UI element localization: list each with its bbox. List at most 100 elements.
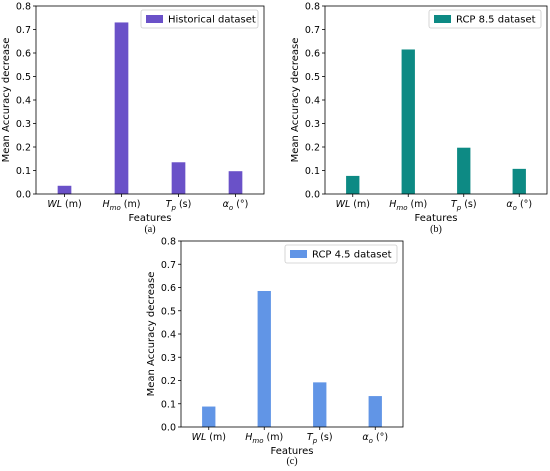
plot-frame <box>324 5 548 195</box>
x-tick-label-4-symbol: α <box>223 199 230 210</box>
y-tick-label-2: 0.1 <box>161 399 176 410</box>
y-axis-label: Mean Accuracy decrease <box>290 38 301 163</box>
x-tick-label-3-subscript: p <box>312 437 318 445</box>
x-tick-label-3-symbol: T <box>166 199 173 210</box>
chart-panel-3: WL (m) Hmo (m) Tp (s) αo (°) 0.0 0.1 0.2 0.3 0.4… <box>146 237 404 467</box>
legend: Historical dataset <box>140 9 259 29</box>
bar-1 <box>202 406 216 427</box>
x-tick-label-2-unit: (m) <box>264 432 284 443</box>
y-tick-label-9: 0.8 <box>161 237 176 248</box>
panel-caption: (b) <box>430 224 442 235</box>
x-tick-label-2-symbol: H <box>103 199 110 210</box>
bar-4 <box>512 168 526 194</box>
x-axis-label: Features <box>129 213 172 224</box>
bar-4 <box>368 396 382 427</box>
x-tick-label-4-unit: (°) <box>233 199 248 210</box>
y-tick-label-2: 0.1 <box>305 166 320 177</box>
chart-panel-2: WL (m) Hmo (m) Tp (s) αo (°)0.00.10.20.30.4… <box>290 2 548 235</box>
x-tick-label-3-symbol: T <box>451 199 458 210</box>
x-tick-label-3-symbol: T <box>307 432 314 443</box>
x-tick-label-2: Hmo (m) <box>245 432 283 445</box>
y-tick-label-1: 0.0 <box>161 423 176 434</box>
bar-3 <box>457 147 471 194</box>
y-tick-label-2: 0.1 <box>16 166 31 177</box>
legend: RCP 8.5 dataset <box>428 9 542 29</box>
y-tick-label-6: 0.5 <box>16 72 31 83</box>
x-tick-label-1: WL (m) <box>192 432 226 443</box>
x-tick-label-4-unit: (°) <box>373 432 388 443</box>
x-tick-label-4-unit: (°) <box>517 199 532 210</box>
bar-2 <box>257 290 271 427</box>
x-tick-label-4: αo (°) <box>362 432 388 445</box>
legend: RCP 4.5 dataset <box>284 244 398 264</box>
x-tick-label-1-symbol: WL <box>336 199 351 210</box>
y-tick-label-1: 0.0 <box>305 190 320 201</box>
bar-2 <box>401 49 415 194</box>
legend-box <box>284 244 398 264</box>
x-tick-label-3: Tp (s) <box>166 199 192 212</box>
y-tick-label-9: 0.8 <box>16 2 31 13</box>
plot-frame <box>35 5 265 195</box>
y-tick-label-5: 0.4 <box>16 96 31 107</box>
bar-3 <box>171 162 186 194</box>
x-tick-label-4: αo (°) <box>506 199 532 212</box>
bar-2 <box>114 22 129 195</box>
y-tick-label-8: 0.7 <box>161 260 176 271</box>
x-tick-label-2-subscript: mo <box>110 204 121 212</box>
y-tick-label-3: 0.2 <box>16 143 31 154</box>
x-tick-label-2-unit: (m) <box>121 199 141 210</box>
y-tick-label-7: 0.6 <box>305 49 320 60</box>
bar-1 <box>346 175 360 194</box>
x-tick-label-4-subscript: o <box>369 437 373 445</box>
x-tick-label-2-symbol: H <box>245 432 252 443</box>
x-tick-label-3-subscript: p <box>170 204 176 212</box>
legend-swatch <box>290 250 307 258</box>
x-tick-label-3: Tp (s) <box>307 432 333 445</box>
y-tick-label-6: 0.5 <box>161 306 176 317</box>
y-axis-label: Mean Accuracy decrease <box>146 272 157 397</box>
chart-panel-1: WL (m) Hmo (m) Tp (s) αo (°)0.00.10.20.30.4… <box>1 2 265 235</box>
y-tick-label-8: 0.7 <box>16 25 31 36</box>
y-tick-label-9: 0.8 <box>305 2 320 13</box>
x-tick-label-4-subscript: o <box>513 204 517 212</box>
x-tick-label-1-symbol: WL <box>47 199 62 210</box>
y-tick-label-7: 0.6 <box>161 283 176 294</box>
x-tick-label-1: WL (m) <box>47 199 81 210</box>
y-tick-label-5: 0.4 <box>161 330 176 341</box>
x-tick-label-2-unit: (m) <box>408 199 428 210</box>
x-tick-label-4-subscript: o <box>229 204 233 212</box>
x-tick-label-1-unit: (m) <box>62 199 82 210</box>
y-tick-label-7: 0.6 <box>16 49 31 60</box>
x-tick-label-3-subscript: p <box>456 204 462 212</box>
x-tick-label-2-subscript: mo <box>396 204 407 212</box>
y-tick-label-3: 0.2 <box>305 143 320 154</box>
x-tick-label-3-unit: (s) <box>317 432 332 443</box>
bar-1 <box>57 185 72 194</box>
legend-swatch <box>146 15 163 23</box>
x-tick-label-2: Hmo (m) <box>389 199 427 212</box>
y-axis-label: Mean Accuracy decrease <box>1 38 12 163</box>
x-tick-label-1-unit: (m) <box>350 199 370 210</box>
legend-label: RCP 8.5 dataset <box>456 15 536 26</box>
x-tick-label-3-unit: (s) <box>176 199 191 210</box>
y-tick-label-3: 0.2 <box>161 376 176 387</box>
y-tick-label-4: 0.3 <box>305 119 320 130</box>
x-tick-label-1-unit: (m) <box>206 432 226 443</box>
x-tick-label-3: Tp (s) <box>451 199 477 212</box>
legend-label: RCP 4.5 dataset <box>312 250 392 261</box>
legend-swatch <box>434 15 451 23</box>
y-tick-label-4: 0.3 <box>161 353 176 364</box>
x-tick-label-2: Hmo (m) <box>103 199 141 212</box>
bar-4 <box>228 171 243 194</box>
y-tick-label-1: 0.0 <box>16 190 31 201</box>
panel-caption: (c) <box>286 456 297 467</box>
legend-box <box>428 9 542 29</box>
y-tick-label-4: 0.3 <box>16 119 31 130</box>
x-tick-label-1: WL (m) <box>336 199 370 210</box>
x-tick-label-2-symbol: H <box>389 199 396 210</box>
legend-box <box>140 9 259 29</box>
x-axis-label: Features <box>415 213 458 224</box>
x-tick-label-4: αo (°) <box>223 199 249 212</box>
legend-label: Historical dataset <box>168 15 256 26</box>
